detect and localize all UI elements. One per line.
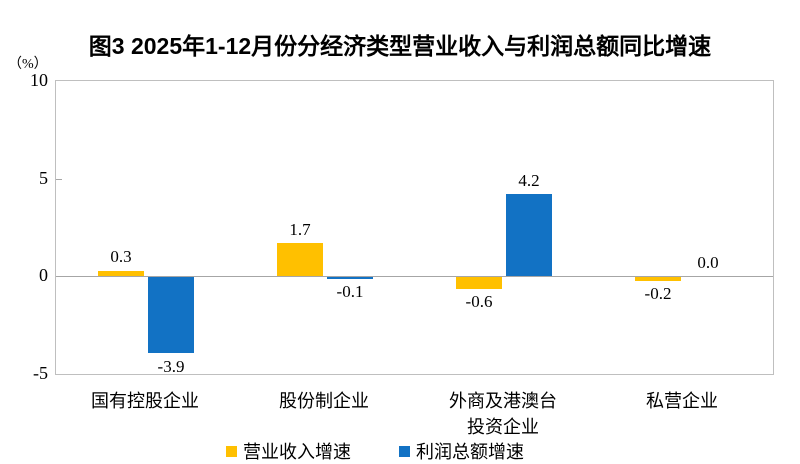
bar: [277, 243, 323, 277]
x-category-label: 外商及港澳台 投资企业: [449, 391, 557, 438]
x-category-label: 股份制企业: [279, 391, 369, 411]
bar-value-label: 0.3: [110, 247, 132, 266]
y-tick-label: 10: [30, 70, 48, 90]
plot-area: 0.3 -3.9 1.7 -0.1 -0.6 4.2 -0.2 0.0: [55, 80, 774, 376]
bar-value-label: -3.9: [157, 357, 185, 376]
bar: [327, 277, 373, 280]
chart-title: 图3 2025年1-12月份分经济类型营业收入与利润总额同比增速: [88, 33, 712, 59]
bar-value-label: 0.0: [697, 253, 719, 272]
bar-value-label: -0.6: [465, 292, 493, 311]
legend-label: 营业收入增速: [243, 442, 351, 462]
y-tick-label: -5: [33, 363, 48, 383]
x-category-label: 国有控股企业: [91, 391, 199, 411]
y-tick-mark: [56, 179, 62, 180]
zero-axis-line: [56, 276, 773, 277]
legend-color-swatch: [226, 445, 237, 457]
bar: [98, 270, 144, 277]
bar: [506, 194, 552, 277]
bar: [635, 277, 681, 282]
bar-value-label: -0.1: [336, 282, 364, 301]
bar: [148, 277, 194, 354]
y-tick-label: 5: [39, 168, 48, 188]
bar-value-label: -0.2: [644, 284, 672, 303]
bar: [456, 277, 502, 289]
legend-item: 利润总额增速: [399, 438, 524, 464]
legend-color-swatch: [399, 445, 410, 457]
bar-value-label: 1.7: [289, 220, 311, 239]
legend-item: 营业收入增速: [226, 438, 351, 464]
legend: 营业收入增速 利润总额增速: [0, 438, 775, 464]
y-axis-unit-label: （%）: [8, 57, 48, 72]
legend-label: 利润总额增速: [416, 442, 524, 462]
y-tick-label: 0: [39, 265, 48, 285]
x-category-label: 私营企业: [646, 391, 718, 411]
bar-value-label: 4.2: [518, 171, 540, 190]
